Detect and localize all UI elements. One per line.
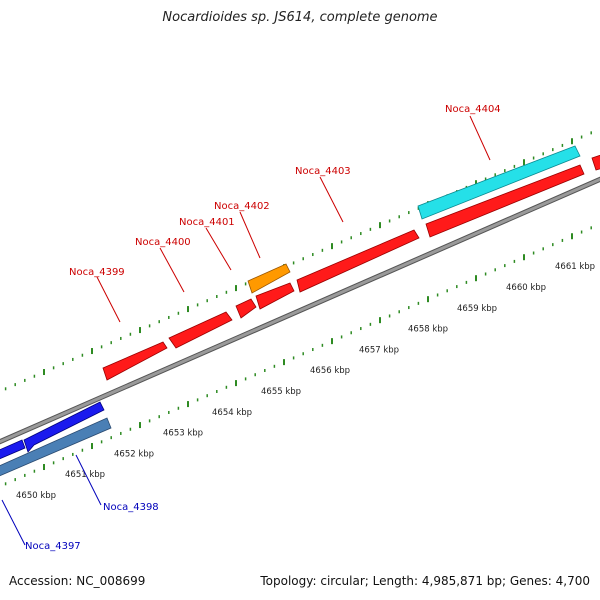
gene-label[interactable]: Noca_4400 — [135, 237, 191, 248]
reverse-tick-track — [4, 226, 592, 486]
gene-noca-4404[interactable] — [425, 164, 585, 238]
scale-label: 4661 kbp — [555, 262, 595, 272]
gene-labels: Noca_4399 Noca_4400 Noca_4401 Noca_4402 … — [25, 104, 501, 552]
genome-backbone — [0, 176, 600, 445]
forward-genes — [102, 145, 600, 381]
gene-label[interactable]: Noca_4397 — [25, 541, 81, 552]
gene-label[interactable]: Noca_4399 — [69, 267, 125, 278]
rna-noca-4404[interactable] — [417, 145, 581, 220]
gene-noca-4399[interactable] — [102, 341, 168, 381]
scale-label: 4657 kbp — [359, 345, 399, 355]
gene-label[interactable]: Noca_4402 — [214, 201, 270, 212]
scale-label: 4658 kbp — [408, 325, 448, 335]
scale-label: 4651 kbp — [65, 470, 105, 480]
scale-label: 4650 kbp — [16, 491, 56, 501]
scale-label: 4653 kbp — [163, 429, 203, 439]
scale-label: 4660 kbp — [506, 283, 546, 293]
accession-text: Accession: NC_008699 — [9, 574, 146, 588]
gene-next[interactable] — [591, 152, 600, 171]
scale-label: 4654 kbp — [212, 408, 252, 418]
genome-summary-text: Topology: circular; Length: 4,985,871 bp… — [260, 574, 590, 588]
gene-noca-4400[interactable] — [168, 311, 233, 349]
scale-label: 4652 kbp — [114, 449, 154, 459]
scale-label: 4656 kbp — [310, 366, 350, 376]
forward-tick-track — [4, 131, 592, 391]
gene-noca-4403[interactable] — [296, 229, 420, 293]
label-leaders — [1, 115, 491, 546]
gene-noca-4402b[interactable] — [255, 282, 295, 310]
gene-noca-4397[interactable] — [0, 439, 26, 463]
map-title: Nocardioides sp. JS614, complete genome — [162, 10, 438, 25]
gene-noca-4402[interactable] — [247, 263, 291, 294]
gene-label[interactable]: Noca_4401 — [179, 217, 235, 228]
scale-label: 4655 kbp — [261, 387, 301, 397]
reverse-genes — [0, 401, 112, 480]
gene-label[interactable]: Noca_4403 — [295, 166, 351, 177]
gene-noca-4401[interactable] — [235, 298, 257, 319]
cds-noca-4397-4398[interactable] — [0, 417, 112, 480]
gene-noca-4398[interactable] — [23, 401, 105, 453]
gene-label[interactable]: Noca_4398 — [103, 502, 159, 513]
scale-label: 4659 kbp — [457, 304, 497, 314]
gene-label[interactable]: Noca_4404 — [445, 104, 501, 115]
scale-labels: 4650 kbp 4651 kbp 4652 kbp 4653 kbp 4654 kbp… — [16, 262, 595, 501]
